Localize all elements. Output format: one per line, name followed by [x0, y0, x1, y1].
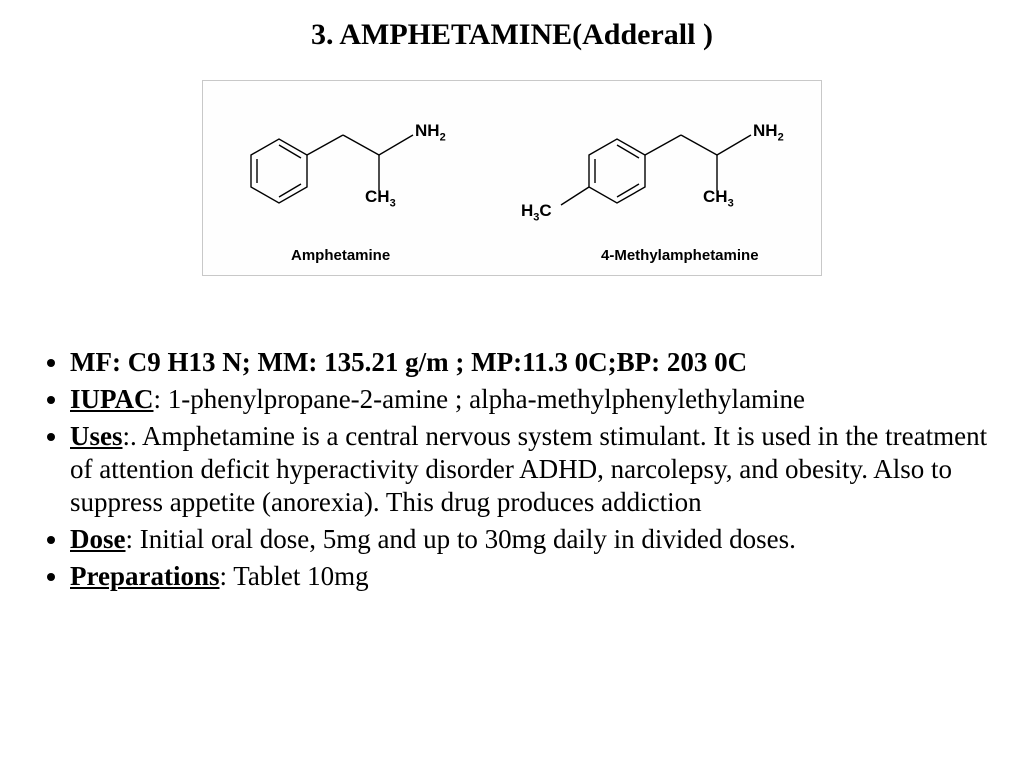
- amphetamine-structure: [223, 95, 463, 225]
- amphetamine-nh2: NH2: [415, 121, 446, 143]
- iupac-item: IUPAC: 1-phenylpropane-2-amine ; alpha-m…: [70, 383, 1004, 416]
- methylamphetamine-label: 4-Methylamphetamine: [601, 247, 759, 264]
- amphetamine-ch3: CH3: [365, 187, 396, 209]
- amphetamine-label: Amphetamine: [291, 247, 390, 264]
- methylamphetamine-h3c: H3C: [521, 201, 552, 223]
- methylamphetamine-nh2: NH2: [753, 121, 784, 143]
- properties-list: MF: C9 H13 N; MM: 135.21 g/m ; MP:11.3 0…: [20, 346, 1004, 593]
- structure-diagram: NH2 CH3 Amphetamine NH2 CH3 H3C 4-Methyl…: [202, 80, 822, 276]
- methylamphetamine-structure: [521, 95, 801, 235]
- methylamphetamine-ch3: CH3: [703, 187, 734, 209]
- uses-item: Uses:. Amphetamine is a central nervous …: [70, 420, 1004, 519]
- page-title: 3. AMPHETAMINE(Adderall ): [20, 18, 1004, 52]
- preparations-item: Preparations: Tablet 10mg: [70, 560, 1004, 593]
- dose-item: Dose: Initial oral dose, 5mg and up to 3…: [70, 523, 1004, 556]
- mf-item: MF: C9 H13 N; MM: 135.21 g/m ; MP:11.3 0…: [70, 346, 1004, 379]
